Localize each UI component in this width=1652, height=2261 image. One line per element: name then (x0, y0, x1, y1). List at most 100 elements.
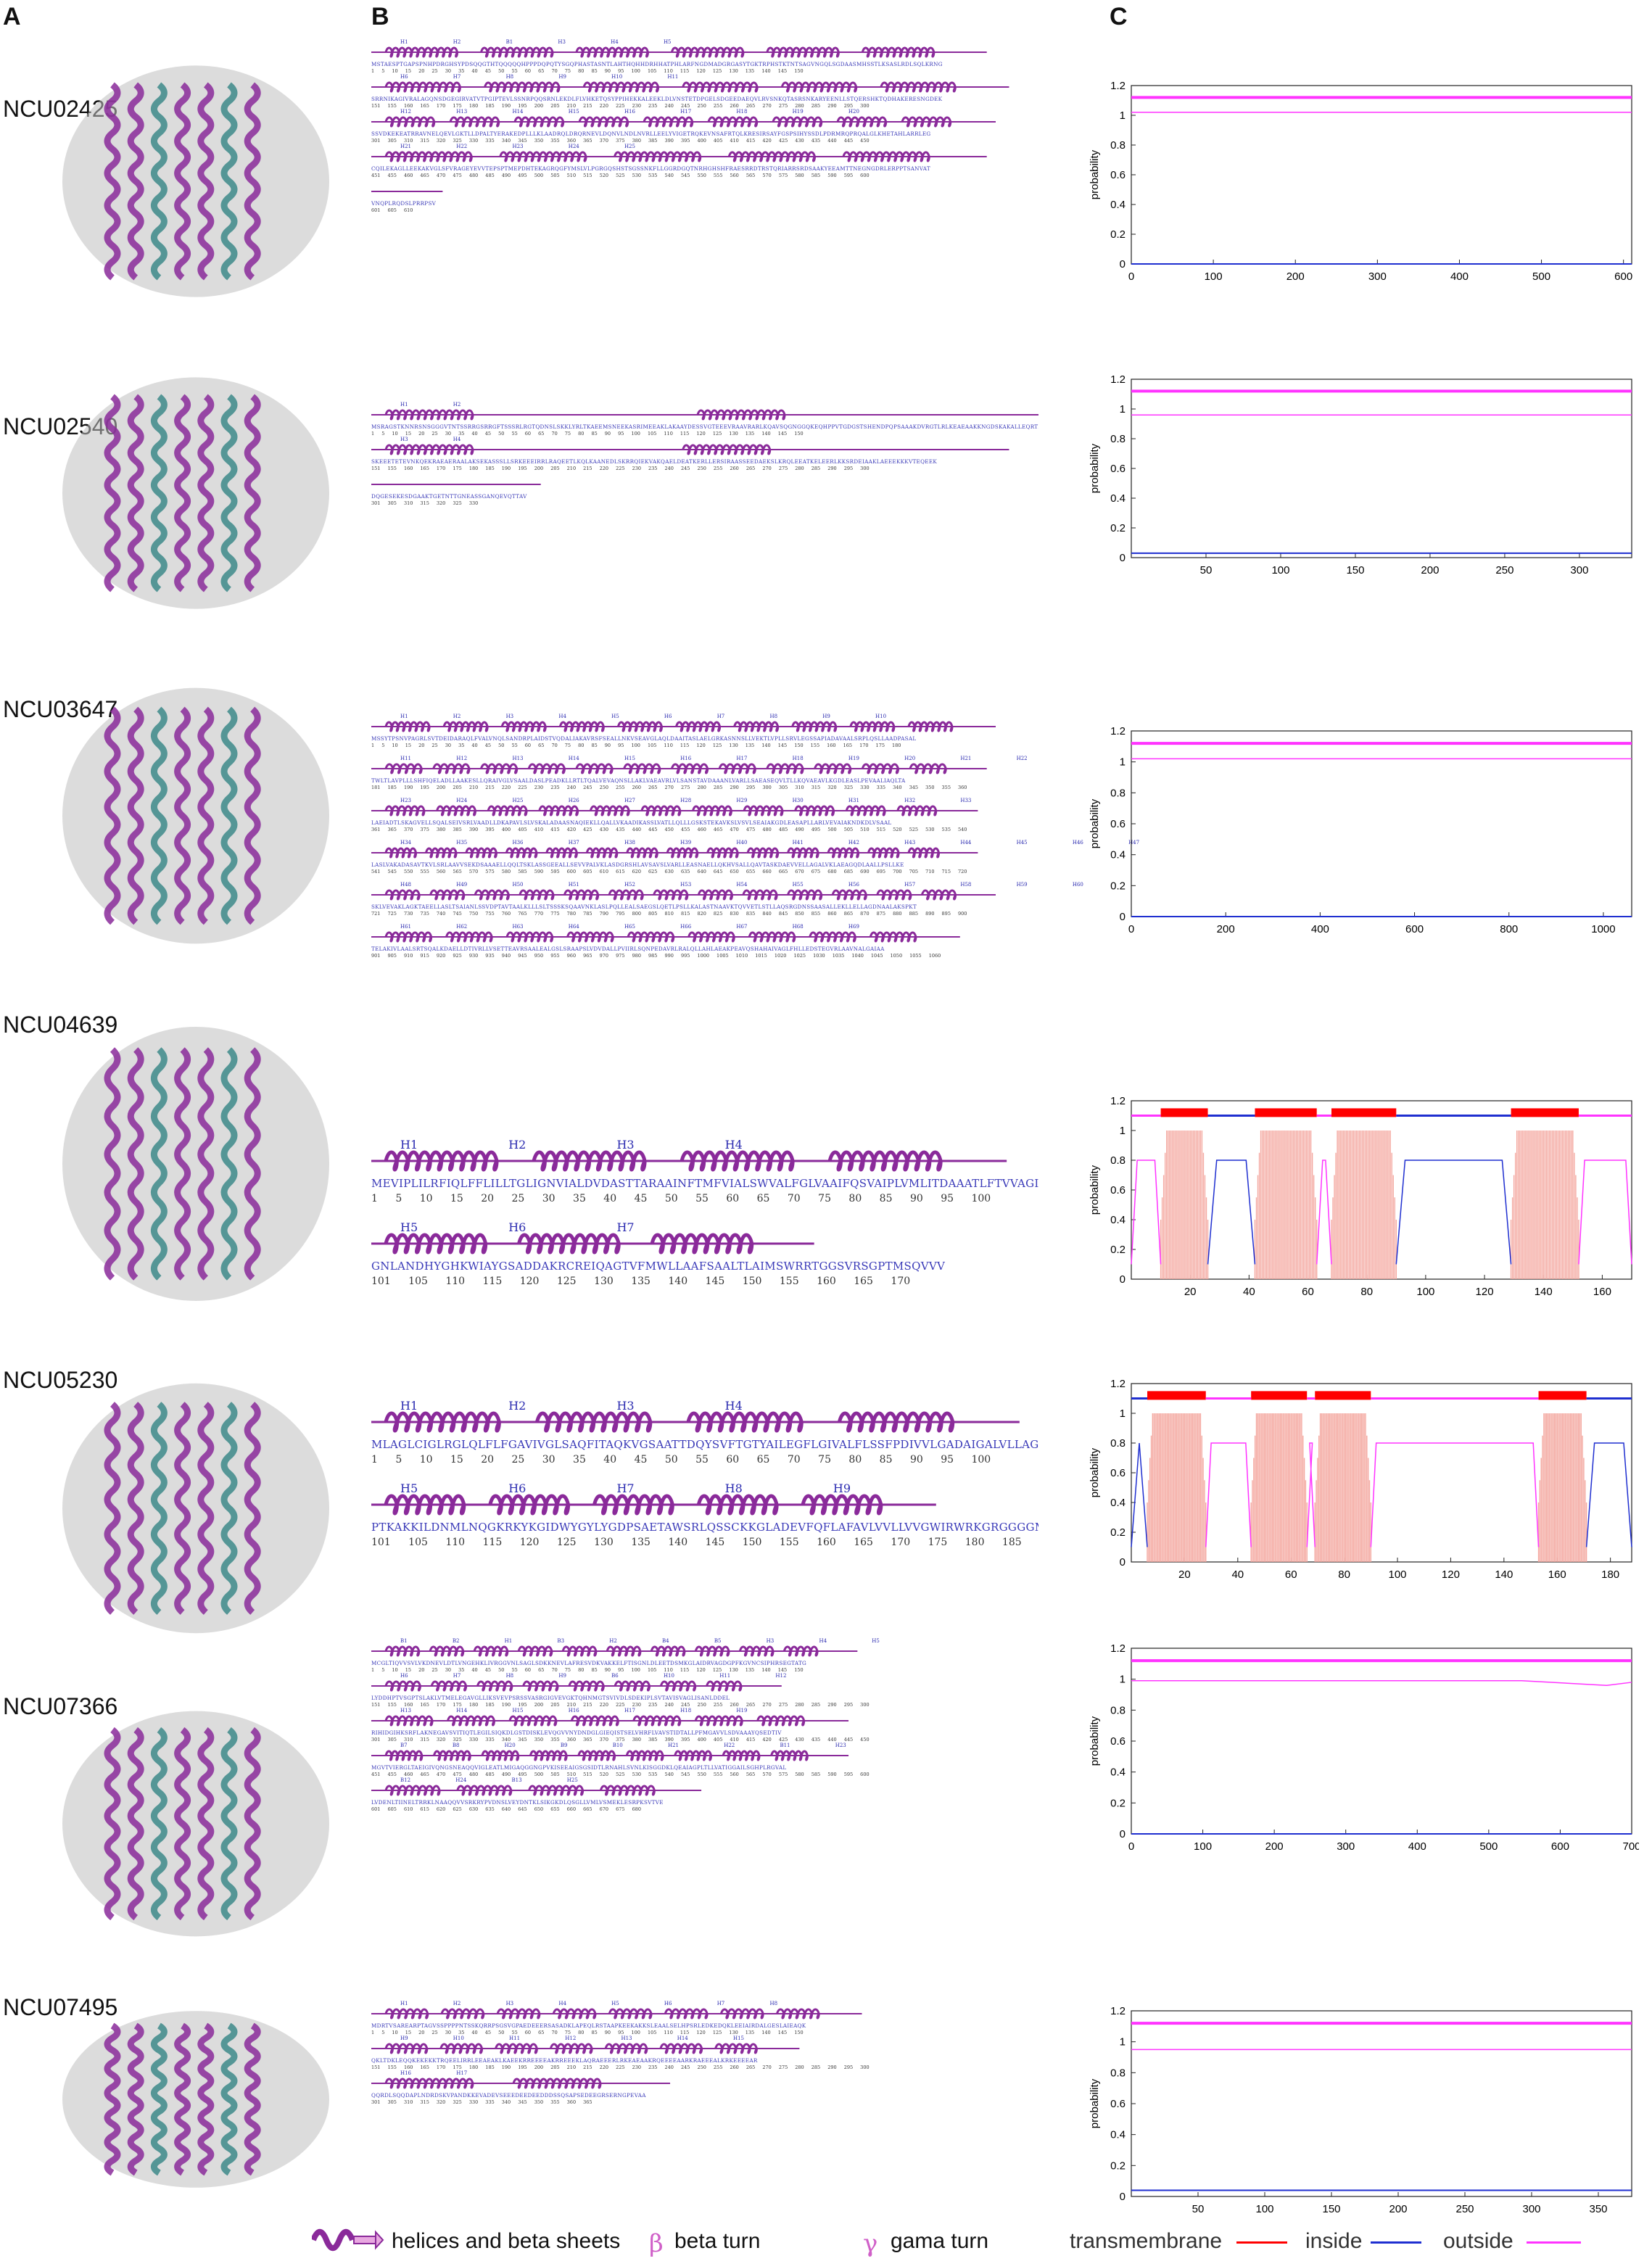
x-tick-label: 200 (1287, 270, 1305, 283)
sequence-text: MSSYTPSNVPAGRLSVTDEIDARAQLFVALVNQLSANDRP… (371, 735, 917, 742)
tm-segment (1251, 1391, 1308, 1400)
gamma-turn-icon: γ (863, 2229, 878, 2258)
y-tick-label: 0.4 (1110, 1214, 1126, 1226)
tm-segment (1160, 1108, 1208, 1117)
inside-line-icon (1371, 2241, 1421, 2244)
y-tick-label: 0.8 (1110, 1704, 1126, 1716)
y-tick-label: 1 (1120, 756, 1126, 769)
x-tick-label: 50 (1192, 2203, 1205, 2215)
secondary-structure-track (371, 2078, 671, 2089)
residue-numbers: 721 725 730 735 740 745 750 755 760 765 … (371, 911, 967, 917)
sequence-line: H23 H24 H25 H26 H27 H28 H29 H30 H31 H32 … (371, 798, 1038, 844)
sequence-line: H1 H2 H3 H4 MEVIPLILRFIQLFFLILLTGLIGNVIAL… (371, 1138, 1038, 1225)
tm-segment (1315, 1391, 1371, 1400)
y-tick-label: 0.4 (1110, 2129, 1126, 2141)
secondary-structure-track (371, 847, 978, 859)
residue-numbers: 101 105 110 115 120 125 130 135 140 145 … (371, 1276, 911, 1287)
protein-structure-image (62, 2011, 329, 2188)
y-tick-label: 0 (1120, 911, 1126, 923)
plot-frame (1131, 379, 1632, 558)
y-tick-label: 0.6 (1110, 2098, 1126, 2110)
residue-numbers: 1 5 10 15 20 25 30 35 40 45 50 55 60 65 … (371, 2030, 804, 2035)
y-tick-label: 1 (1120, 1408, 1126, 1420)
secondary-structure-track (371, 1750, 849, 1761)
sequence-line: H1 H2 H3 H4 MLAGLCIGLRGLQLFLFGAVIVGLSAQFI… (371, 1399, 1038, 1486)
x-tick-label: 60 (1285, 1568, 1297, 1581)
sequence-text: MSTAESPTGAPSPNHPDRGHSYPDSQQGTHTQQQQQHPPP… (371, 61, 943, 67)
x-tick-label: 120 (1442, 1568, 1460, 1581)
legend-gamma-label: gama turn (891, 2229, 989, 2253)
residue-numbers: 151 155 160 165 170 175 180 185 190 195 … (371, 1702, 870, 1708)
residue-numbers: 101 105 110 115 120 125 130 135 140 145 … (371, 1537, 1022, 1548)
helix-names: H61 H62 H63 H64 H65 H66 H67 H68 H69 (400, 924, 859, 930)
beta-turn-icon: β (649, 2229, 664, 2258)
helix-names: H1 H2 (400, 402, 461, 408)
residue-numbers: 1 5 10 15 20 25 30 35 40 45 50 55 60 65 … (371, 1454, 991, 1466)
y-axis-label: probability (1089, 443, 1101, 493)
protein-id-label: NCU07366 (3, 1693, 118, 1719)
secondary-structure-track (371, 444, 1009, 455)
sequence-text: MEVIPLILRFIQLFFLILLTGLIGNVIALDVDASTTARAA… (371, 1177, 1038, 1190)
secondary-structure-track (371, 1150, 1007, 1172)
secondary-structure-map: H1 H2 H3 H4 MLAGLCIGLRGLQLFLFGAVIVGLSAQFI… (371, 1399, 1038, 1568)
residue-numbers: 301 305 310 315 320 325 330 335 340 345 … (371, 1737, 870, 1743)
residue-numbers: 301 305 310 315 320 325 330 (371, 500, 479, 506)
secondary-structure-track (371, 2043, 800, 2054)
x-tick-label: 60 (1302, 1286, 1314, 1298)
secondary-structure-track (371, 116, 996, 128)
residue-numbers: 1 5 10 15 20 25 30 35 40 45 50 55 60 65 … (371, 1667, 804, 1673)
sequence-text: SKLVEVAKLAGKTAEELLASLTSAIANLSSVDPTAVTAAL… (371, 904, 917, 910)
legend-beta-label: beta turn (674, 2229, 761, 2253)
y-tick-label: 0 (1120, 1828, 1126, 1840)
x-tick-label: 100 (1255, 2203, 1273, 2215)
helix-names: B1 B2 H1 B3 H2 B4 B5 H3 H4 H5 (400, 1638, 880, 1644)
sequence-text: QQRDLSQQDAPLNDRDSKVPANDKKEVADEVSEEEDEEDE… (371, 2092, 646, 2099)
x-tick-label: 1000 (1591, 923, 1615, 935)
secondary-structure-track (371, 151, 987, 162)
sequence-line: H48 H49 H50 H51 H52 H53 H54 H55 H56 H57 … (371, 882, 1083, 928)
y-tick-label: 0.8 (1110, 787, 1126, 799)
panel-label-c: C (1110, 3, 1128, 30)
y-tick-label: 0.8 (1110, 2067, 1126, 2079)
x-tick-label: 200 (1265, 1840, 1284, 1853)
x-tick-label: 0 (1128, 923, 1134, 935)
y-tick-label: 0.2 (1110, 1526, 1126, 1539)
probability-plot: 0 0.2 0.4 0.6 0.8 1 1.2 probability 0 100 200 300 40… (1089, 1642, 1639, 1853)
x-tick-label: 40 (1231, 1568, 1244, 1581)
tm-segment (1331, 1108, 1397, 1117)
residue-numbers: 151 155 160 165 170 175 180 185 190 195 … (371, 2064, 870, 2070)
y-tick-label: 0.6 (1110, 1467, 1126, 1479)
tm-segment (1538, 1391, 1587, 1400)
sequence-text: LASLVAKADASAVTKVLSRLAAVVSEKDSAAAELLQQLTS… (371, 861, 904, 868)
x-tick-label: 140 (1535, 1286, 1553, 1298)
x-tick-label: 250 (1495, 564, 1513, 576)
outside-curve (1131, 1160, 1162, 1265)
secondary-structure-map: H1 H2 H3 H4 H5 H6 H7 H8 H9 H10 MSSYTPSNVP… (371, 714, 1139, 970)
residue-numbers: 361 365 370 375 380 385 390 395 400 405 … (371, 827, 967, 832)
inside-curve (1207, 1160, 1256, 1265)
residue-numbers: 181 185 190 195 200 205 210 215 220 225 … (371, 785, 967, 790)
protein-structure-image (62, 65, 329, 297)
sequence-line: H11 H12 H13 H14 H15 H16 H17 H18 H19 H20 … (371, 756, 1038, 802)
helix-names: H9 H10 H11 H12 H13 H14 H15 (400, 2035, 744, 2041)
probability-plot: 0 0.2 0.4 0.6 0.8 1 1.2 probability 50 100 150 200 2… (1089, 373, 1632, 576)
helix-names: H1 H2 H3 H4 (400, 1399, 743, 1413)
x-tick-label: 50 (1200, 564, 1213, 576)
transmembrane-line-icon (1236, 2241, 1287, 2244)
sequence-line: H61 H62 H63 H64 H65 H66 H67 H68 H69 TELAK… (371, 924, 1038, 970)
x-tick-label: 300 (1368, 270, 1387, 283)
sequence-line: H1 H2 MSRAGSTKNNRSNSGGGVTNTSSRRGSRRGFTSSS… (371, 402, 1038, 441)
residue-numbers: 151 155 160 165 170 175 180 185 190 195 … (371, 466, 870, 471)
probability-plot: 0 0.2 0.4 0.6 0.8 1 1.2 probability 0 200 400 600 80… (1089, 725, 1632, 935)
legend-transmembrane-label: transmembrane (1070, 2229, 1223, 2253)
secondary-structure-track (371, 191, 443, 192)
x-tick-label: 350 (1589, 2203, 1607, 2215)
x-tick-label: 100 (1271, 564, 1289, 576)
x-tick-label: 500 (1532, 270, 1550, 283)
helix-names: B7 B8 H20 B9 B10 H21 H22 B11 H23 (400, 1743, 846, 1748)
helix-names: H23 H24 H25 H26 H27 H28 H29 H30 H31 H32 … (400, 798, 972, 803)
secondary-structure-track (371, 721, 996, 732)
outside-line-icon (1527, 2241, 1581, 2244)
secondary-structure-track (371, 409, 1038, 421)
y-tick-label: 1 (1120, 109, 1126, 122)
